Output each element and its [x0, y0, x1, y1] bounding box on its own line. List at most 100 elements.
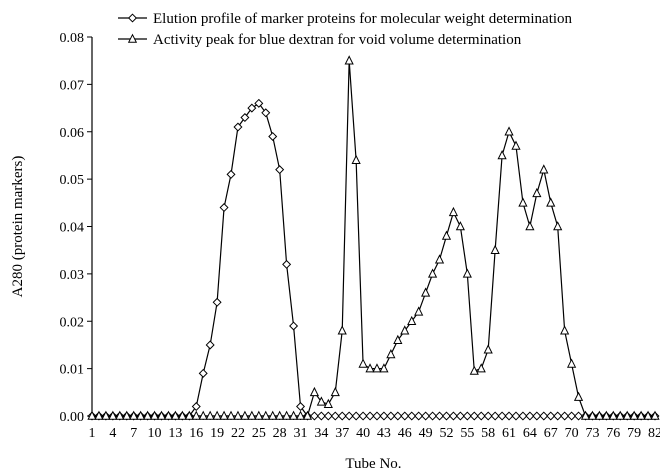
triangle-marker — [212, 410, 222, 420]
triangle-marker — [156, 410, 167, 420]
triangle-marker — [455, 221, 465, 231]
triangle-marker — [247, 410, 257, 420]
triangle-marker — [379, 363, 389, 373]
diamond-marker — [261, 108, 271, 118]
diamond-marker — [567, 411, 577, 421]
legend-entry: Elution profile of marker proteins for m… — [118, 11, 573, 27]
diamond-marker — [428, 411, 438, 421]
y-axis-label: A280 (protein markers) — [10, 156, 26, 298]
triangle-marker — [441, 230, 452, 240]
triangle-marker — [275, 410, 285, 420]
triangle-marker — [309, 386, 320, 397]
triangle-marker — [87, 410, 97, 420]
x-tick-label: 67 — [544, 426, 558, 441]
diamond-marker — [504, 411, 514, 421]
x-tick-label: 37 — [335, 426, 349, 441]
y-tick-label: 0.02 — [60, 315, 85, 330]
x-tick-label: 55 — [460, 426, 474, 441]
triangle-marker — [476, 363, 486, 373]
diamond-marker — [560, 411, 570, 421]
diamond-marker — [247, 103, 257, 113]
diamond-marker — [309, 411, 319, 421]
triangle-marker — [532, 187, 542, 198]
series-line — [92, 60, 655, 417]
diamond-marker — [282, 259, 292, 269]
triangle-marker — [149, 410, 160, 420]
triangle-marker — [372, 363, 382, 373]
triangle-marker — [448, 206, 459, 217]
triangle-marker — [219, 410, 229, 420]
triangle-marker — [122, 410, 132, 420]
diamond-marker — [289, 321, 299, 331]
diamond-marker — [275, 165, 285, 175]
diamond-marker — [476, 411, 486, 421]
diamond-marker — [226, 169, 236, 179]
y-tick-label: 0.06 — [60, 126, 85, 141]
triangle-marker — [573, 391, 584, 401]
triangle-marker — [170, 410, 181, 420]
triangle-marker — [601, 410, 611, 420]
diamond-marker — [483, 411, 493, 421]
triangle-marker — [184, 410, 194, 420]
diamond-marker — [233, 122, 243, 132]
x-tick-label: 22 — [231, 426, 245, 441]
diamond-marker — [219, 203, 229, 213]
triangle-marker — [414, 306, 424, 316]
diamond-marker — [448, 411, 458, 421]
diamond-marker — [198, 368, 208, 378]
triangle-marker — [518, 197, 528, 207]
x-tick-label: 16 — [189, 426, 203, 441]
triangle-marker — [365, 363, 375, 373]
legend-label: Activity peak for blue dextran for void … — [153, 32, 522, 48]
triangle-marker — [142, 410, 153, 420]
triangle-marker — [608, 410, 618, 420]
triangle-marker — [240, 410, 250, 420]
diamond-marker — [511, 411, 521, 421]
triangle-marker — [615, 410, 625, 420]
triangle-marker — [288, 410, 299, 420]
diamond-marker — [316, 411, 326, 421]
triangle-marker — [191, 410, 201, 420]
triangle-marker — [629, 410, 639, 420]
triangle-marker — [650, 410, 660, 420]
diamond-marker — [518, 411, 528, 421]
triangle-marker — [344, 55, 354, 65]
triangle-marker — [198, 410, 208, 420]
diamond-marker — [414, 411, 424, 421]
triangle-marker — [94, 410, 104, 420]
triangle-marker — [553, 221, 563, 231]
triangle-marker — [386, 348, 396, 359]
triangle-marker — [566, 358, 577, 368]
triangle-marker — [337, 325, 347, 335]
triangle-marker — [108, 410, 118, 420]
triangle-marker — [525, 221, 535, 231]
diamond-marker — [351, 411, 361, 421]
diamond-marker — [372, 411, 382, 421]
triangle-marker — [129, 410, 139, 420]
diamond-marker — [539, 411, 549, 421]
triangle-marker — [393, 334, 403, 344]
triangle-marker — [295, 410, 306, 420]
triangle-marker — [462, 268, 472, 278]
x-tick-label: 73 — [585, 426, 599, 441]
triangle-marker — [163, 410, 174, 420]
x-tick-label: 10 — [148, 426, 162, 441]
y-tick-label: 0.03 — [60, 268, 85, 283]
diamond-marker — [455, 411, 465, 421]
x-axis-label: Tube No. — [345, 456, 401, 472]
triangle-marker — [469, 365, 479, 375]
diamond-marker — [240, 113, 250, 123]
triangle-marker — [594, 410, 605, 420]
triangle-marker — [400, 325, 410, 335]
diamond-marker — [525, 411, 535, 421]
legend-label: Elution profile of marker proteins for m… — [153, 11, 573, 27]
diamond-marker — [407, 411, 417, 421]
diamond-marker — [330, 411, 340, 421]
triangle-marker — [323, 398, 333, 408]
diamond-marker — [379, 411, 389, 421]
triangle-marker — [351, 154, 361, 164]
diamond-marker — [191, 402, 201, 412]
x-tick-label: 31 — [294, 426, 308, 441]
diamond-marker — [400, 411, 410, 421]
